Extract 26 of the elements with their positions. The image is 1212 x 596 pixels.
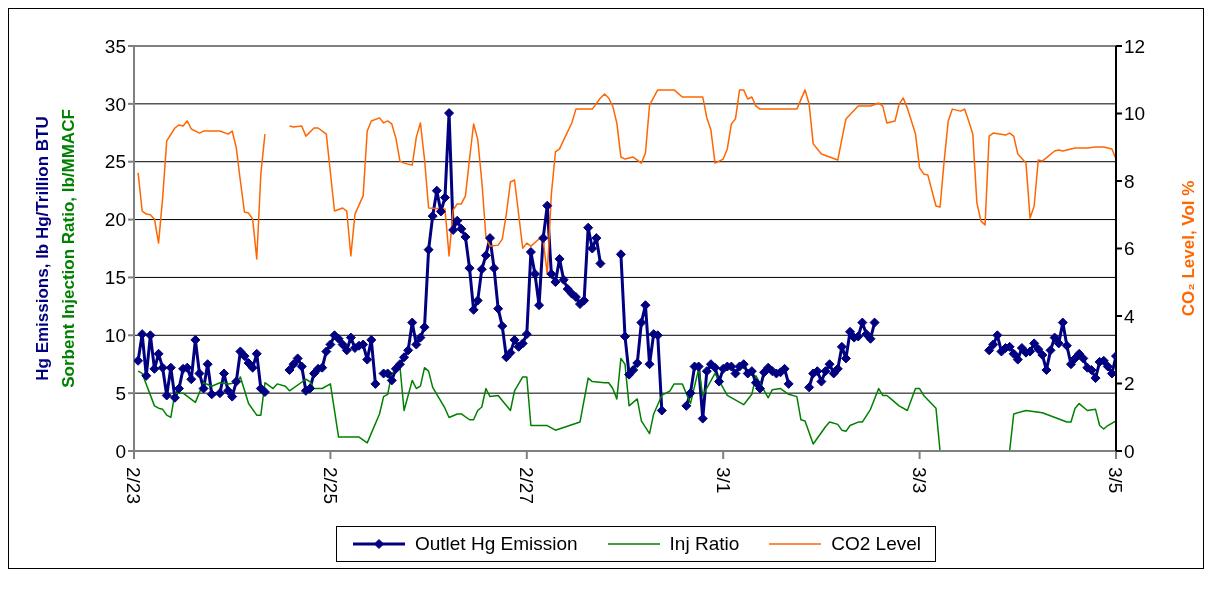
y-tick-label: 20 [104,209,126,231]
y-tick-label: 35 [104,35,126,57]
y-tick-label: 30 [104,93,126,115]
y2-tick-label: 8 [1124,170,1135,192]
x-tick-label: 3/1 [712,467,734,494]
x-tick-label: 2/27 [516,467,538,504]
y2-tick-label: 6 [1124,238,1135,260]
y2-tick-label: 2 [1124,373,1135,395]
legend-label: Outlet Hg Emission [414,533,578,555]
y-tick-label: 25 [104,151,126,173]
y2-tick-label: 0 [1124,440,1135,462]
y2-tick-label: 4 [1124,305,1135,327]
y-axis-title: Hg Emissions, lb Hg/Trillion BTU Sorbent Injection Ratio, lb/MMACF [32,109,78,388]
legend-label: Inj Ratio [669,533,740,555]
x-tick-label: 3/5 [1105,467,1127,494]
y-tick-label: 0 [115,440,126,462]
legend-label: CO2 Level [831,533,922,555]
x-tick-label: 3/3 [908,467,930,494]
y-tick-label: 5 [115,382,126,404]
y2-tick-label: 10 [1124,103,1146,125]
y2-axis-title: CO₂ Level, Vol % [1178,180,1198,317]
x-tick-label: 2/25 [319,467,341,504]
y-tick-label: 15 [104,267,126,289]
y-tick-label: 10 [104,325,126,347]
x-tick-label: 2/23 [123,467,145,504]
y2-tick-label: 12 [1124,35,1146,57]
